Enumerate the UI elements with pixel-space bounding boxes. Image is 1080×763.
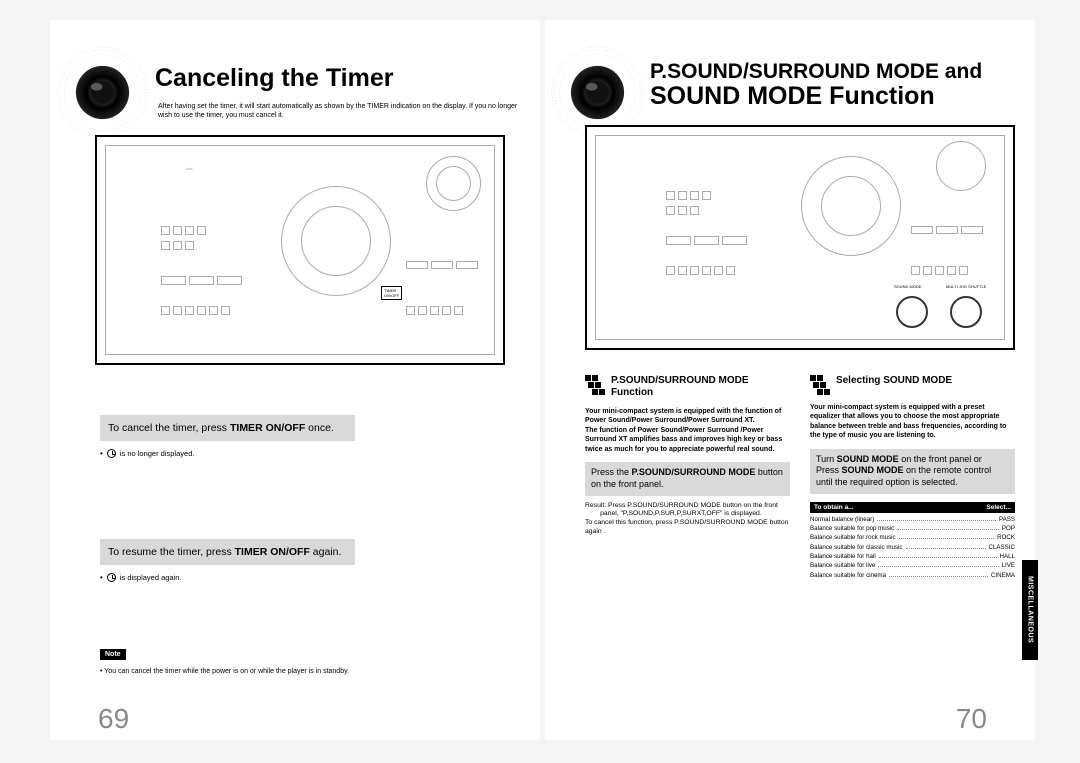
page-number: 70 — [956, 703, 987, 735]
col2-body: Your mini-compact system is equipped wit… — [810, 403, 1015, 441]
txt: P.SOUND/SURROUND MODE and — [650, 60, 982, 83]
step-1-result: • is no longer displayed. — [100, 449, 355, 458]
page-70: P.SOUND/SURROUND MODE and SOUND MODE Fun… — [545, 20, 1035, 740]
page-title: Canceling the Timer — [155, 65, 394, 93]
table-row: Balance suitable for cinemaCINEMA — [810, 571, 1015, 580]
table-row: Balance suitable for rock musicROCK — [810, 533, 1015, 542]
txt: SOUND MODE Function — [650, 82, 935, 110]
speaker-ornament-icon — [55, 45, 150, 140]
txt: SOUND MODE — [837, 454, 899, 464]
step-1-instruction: To cancel the timer, press TIMER ON/OFF … — [100, 415, 355, 441]
txt: Press the — [591, 467, 632, 477]
txt: SOUND MODE — [842, 465, 904, 475]
col-soundmode: Selecting SOUND MODE Your mini-compact s… — [810, 375, 1015, 580]
txt: Press — [816, 465, 842, 475]
note-text: • You can cancel the timer while the pow… — [100, 668, 349, 675]
step-1: To cancel the timer, press TIMER ON/OFF … — [100, 415, 355, 458]
note-label: Note — [100, 649, 126, 660]
page-69: Canceling the Timer After having set the… — [50, 20, 540, 740]
txt: once. — [305, 422, 334, 434]
thdr-left: To obtain a... — [814, 504, 854, 511]
col1-result: Result: Press P.SOUND/SURROUND MODE butt… — [585, 502, 790, 537]
txt: TIMER ON/OFF — [230, 422, 305, 434]
device-illustration: dvd TIMERON/OFF — [95, 135, 505, 365]
clock-icon — [107, 449, 116, 458]
col2-title: Selecting SOUND MODE — [836, 375, 1011, 387]
table-row: Normal balance (linear)PASS — [810, 515, 1015, 524]
col1-body: Your mini-compact system is equipped wit… — [585, 407, 790, 454]
txt: on the front panel or — [899, 454, 982, 464]
checker-icon — [810, 375, 830, 395]
txt: is displayed again. — [120, 573, 182, 582]
table-body: Normal balance (linear)PASSBalance suita… — [810, 515, 1015, 580]
page-number: 69 — [98, 703, 129, 735]
side-tab: MISCELLANEOUS — [1022, 560, 1038, 660]
table-row: Balance suitable for classic musicCLASSI… — [810, 543, 1015, 552]
intro-text: After having set the timer, it will star… — [158, 102, 518, 120]
txt: on the remote control — [904, 465, 992, 475]
clock-icon — [107, 573, 116, 582]
thdr-right: Select... — [986, 504, 1011, 511]
col1-title: P.SOUND/SURROUND MODE Function — [611, 375, 786, 399]
table-row: Balance suitable for hallHALL — [810, 552, 1015, 561]
col2-instruction: Turn SOUND MODE on the front panel or Pr… — [810, 449, 1015, 494]
table-row: Balance suitable for liveLIVE — [810, 561, 1015, 570]
txt: To cancel the timer, press — [108, 422, 230, 434]
txt: To resume the timer, press — [108, 546, 235, 558]
txt: panel, "P,SOUND,P,SUR,P,SURXT,OFF" is di… — [600, 510, 762, 517]
txt: Result: Press P.SOUND/SURROUND MODE butt… — [585, 502, 778, 509]
checker-icon — [585, 375, 605, 395]
col1-instruction: Press the P.SOUND/SURROUND MODE button o… — [585, 462, 790, 495]
txt: is no longer displayed. — [120, 449, 195, 458]
table-header: To obtain a... Select... — [810, 502, 1015, 513]
step-2: To resume the timer, press TIMER ON/OFF … — [100, 539, 355, 582]
step-2-result: • is displayed again. — [100, 573, 355, 582]
txt: again. — [310, 546, 342, 558]
col-psound: P.SOUND/SURROUND MODE Function Your mini… — [585, 375, 790, 537]
txt: until the required option is selected. — [816, 477, 958, 487]
table-row: Balance suitable for pop musicPOP — [810, 524, 1015, 533]
txt: P.SOUND/SURROUND MODE — [632, 467, 756, 477]
txt: TIMER ON/OFF — [235, 546, 310, 558]
page-title: P.SOUND/SURROUND MODE and SOUND MODE Fun… — [650, 60, 982, 111]
device-illustration: SOUND MODE MULTI JOG SHUTTLE — [585, 125, 1015, 350]
txt: Turn — [816, 454, 837, 464]
txt: To cancel this function, press P.SOUND/S… — [585, 519, 788, 535]
step-2-instruction: To resume the timer, press TIMER ON/OFF … — [100, 539, 355, 565]
